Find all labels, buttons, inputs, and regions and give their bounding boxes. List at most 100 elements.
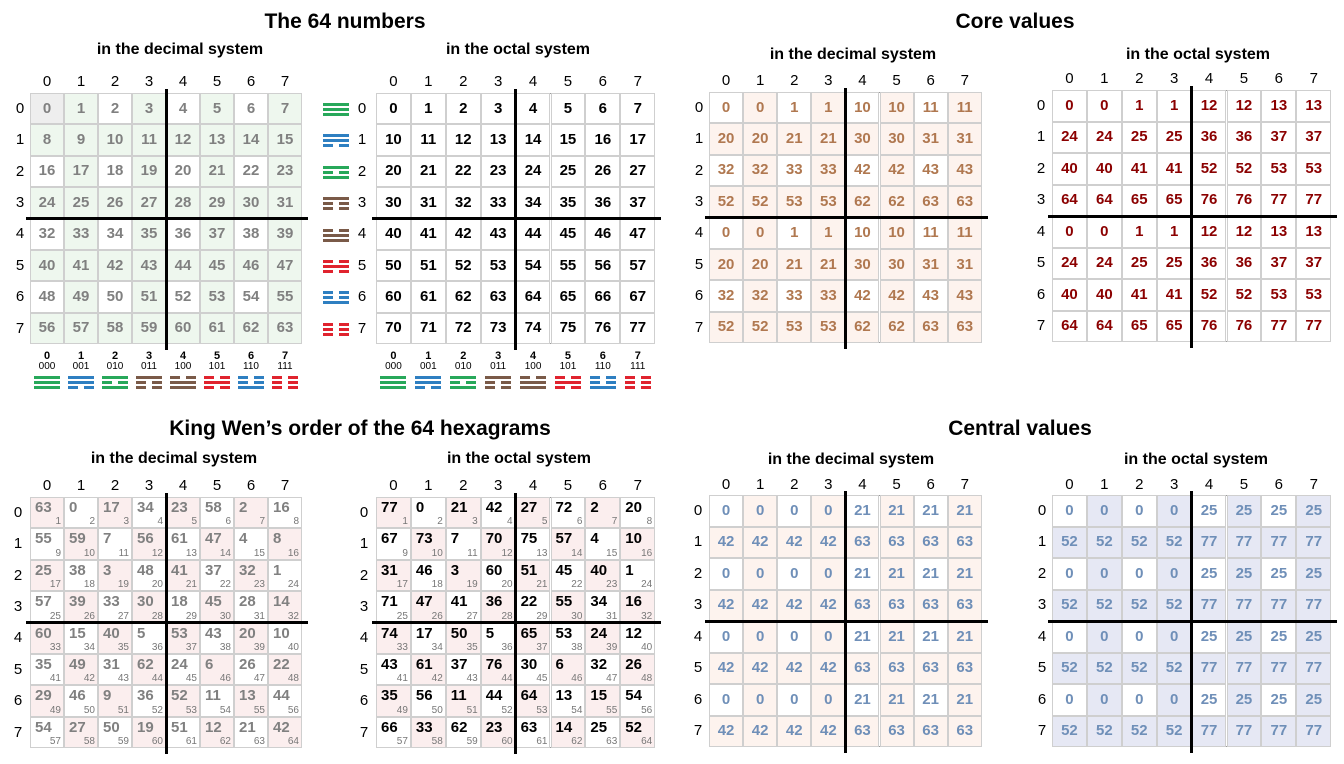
table-cell: 33 bbox=[777, 154, 812, 187]
trigram-index-label: 2 bbox=[460, 350, 467, 362]
trigram-line bbox=[238, 376, 249, 379]
cell-index: 49 bbox=[396, 704, 408, 716]
table-cell: 7 bbox=[268, 93, 302, 125]
cell-value: 37 bbox=[629, 193, 647, 211]
cell-value: 61 bbox=[415, 656, 433, 673]
table-cell: 33 27 bbox=[98, 591, 132, 623]
cell-value: 37 bbox=[1270, 254, 1288, 272]
cell-value: 30 bbox=[854, 130, 871, 148]
cell-value: 12 bbox=[454, 131, 472, 149]
table-cell: 52 bbox=[709, 311, 744, 344]
cell-value: 21 bbox=[922, 501, 939, 519]
table-cell: 45 bbox=[550, 218, 586, 250]
cell-value: 43 bbox=[956, 161, 974, 179]
table-cell: 12 bbox=[445, 124, 481, 156]
table-cell: 25 bbox=[1121, 121, 1157, 153]
trigram-line bbox=[151, 386, 162, 389]
table-cell: 77 bbox=[1261, 310, 1297, 342]
cell-value: 43 bbox=[922, 287, 939, 305]
cell-value: 21 bbox=[854, 690, 871, 708]
cell-value: 25 bbox=[1270, 501, 1288, 519]
table-cell: 42 bbox=[709, 589, 744, 621]
trigram-line bbox=[102, 386, 128, 389]
cell-value: 42 bbox=[854, 161, 871, 179]
table-cell: 26 bbox=[98, 187, 132, 219]
cell-value: 48 bbox=[137, 561, 154, 579]
table-cell: 31 bbox=[947, 123, 982, 155]
cell-value: 13 bbox=[489, 131, 507, 149]
cell-value: 2 bbox=[239, 499, 248, 516]
lake-trigram-icon bbox=[323, 291, 349, 305]
table-cell: 14 32 bbox=[268, 591, 302, 623]
table-cell: 36 bbox=[1226, 247, 1262, 279]
row-header: 7 bbox=[693, 722, 703, 740]
cell-index: 48 bbox=[287, 673, 299, 685]
table-cell: 42 bbox=[811, 715, 846, 747]
column-header: 0 bbox=[42, 73, 52, 90]
cell-index: 56 bbox=[287, 704, 299, 716]
table-cell: 24 45 bbox=[166, 654, 200, 686]
cell-index: 50 bbox=[83, 704, 95, 716]
cell-index: 2 bbox=[89, 516, 95, 528]
cell-value: 52 bbox=[1200, 159, 1218, 177]
trigram-line bbox=[323, 207, 334, 211]
cell-index: 12 bbox=[501, 547, 513, 559]
cell-index: 24 bbox=[287, 579, 299, 591]
cell-value: 21 bbox=[956, 627, 974, 645]
cell-value: 6 bbox=[205, 656, 214, 673]
table-cell: 64 53 bbox=[515, 685, 551, 717]
earth-trigram-icon bbox=[323, 103, 349, 116]
trigram-line bbox=[323, 108, 349, 111]
trigram-index-label: 4 bbox=[179, 350, 187, 362]
table-cell: 23 60 bbox=[480, 716, 516, 749]
table-cell: 24 bbox=[515, 155, 551, 188]
cell-value: 76 bbox=[1200, 191, 1218, 209]
table-cell: 6 46 bbox=[200, 654, 234, 686]
table-cell: 33 bbox=[64, 218, 98, 250]
cell-value: 13 bbox=[1305, 96, 1323, 114]
thunder-trigram-icon bbox=[170, 376, 196, 389]
cell-value: 66 bbox=[381, 718, 398, 736]
trigram-line bbox=[501, 381, 512, 384]
cell-index: 61 bbox=[185, 736, 197, 748]
table-cell: 53 bbox=[1296, 279, 1332, 311]
trigram-line bbox=[68, 376, 94, 379]
table-cell: 36 28 bbox=[480, 591, 516, 623]
cell-index: 58 bbox=[83, 736, 95, 748]
cell-value: 40 bbox=[1095, 285, 1113, 303]
cell-value: 33 bbox=[820, 161, 837, 179]
table-cell: 0 bbox=[1156, 684, 1192, 716]
cell-value: 32 bbox=[751, 161, 769, 179]
table-cell: 21 bbox=[913, 558, 948, 590]
cell-value: 21 bbox=[888, 690, 905, 708]
table-cell: 20 39 bbox=[234, 622, 268, 654]
quadrant-divider-horizontal bbox=[705, 619, 988, 623]
table-cell: 0 bbox=[1086, 621, 1122, 653]
cell-value: 64 bbox=[1095, 317, 1113, 335]
cell-value: 0 bbox=[1169, 627, 1179, 645]
cell-index: 18 bbox=[83, 579, 95, 591]
trigram-binary-label: 010 bbox=[454, 361, 472, 372]
cell-index: 17 bbox=[396, 579, 408, 591]
row-header: 2 bbox=[357, 162, 367, 180]
cell-index: 2 bbox=[437, 516, 443, 528]
table-cell: 42 64 bbox=[268, 716, 302, 749]
cell-value: 50 bbox=[106, 288, 124, 306]
cell-value: 77 bbox=[1305, 722, 1323, 740]
table-cell: 1 bbox=[1121, 216, 1157, 248]
cell-value: 42 bbox=[717, 722, 735, 740]
cell-index: 48 bbox=[641, 673, 653, 685]
cell-value: 44 bbox=[174, 256, 192, 274]
trigram-line bbox=[272, 386, 283, 389]
cell-value: 11 bbox=[922, 224, 939, 242]
cell-value: 64 bbox=[1095, 191, 1113, 209]
cell-index: 23 bbox=[253, 579, 265, 591]
column-header: 5 bbox=[563, 477, 573, 494]
table-cell: 21 bbox=[947, 495, 982, 527]
table-cell: 9 51 bbox=[98, 685, 132, 717]
title-central-values: Central values bbox=[948, 417, 1092, 440]
cell-index: 52 bbox=[501, 704, 513, 716]
table-cell: 13 54 bbox=[550, 685, 586, 717]
table-cell: 0 bbox=[811, 684, 846, 716]
